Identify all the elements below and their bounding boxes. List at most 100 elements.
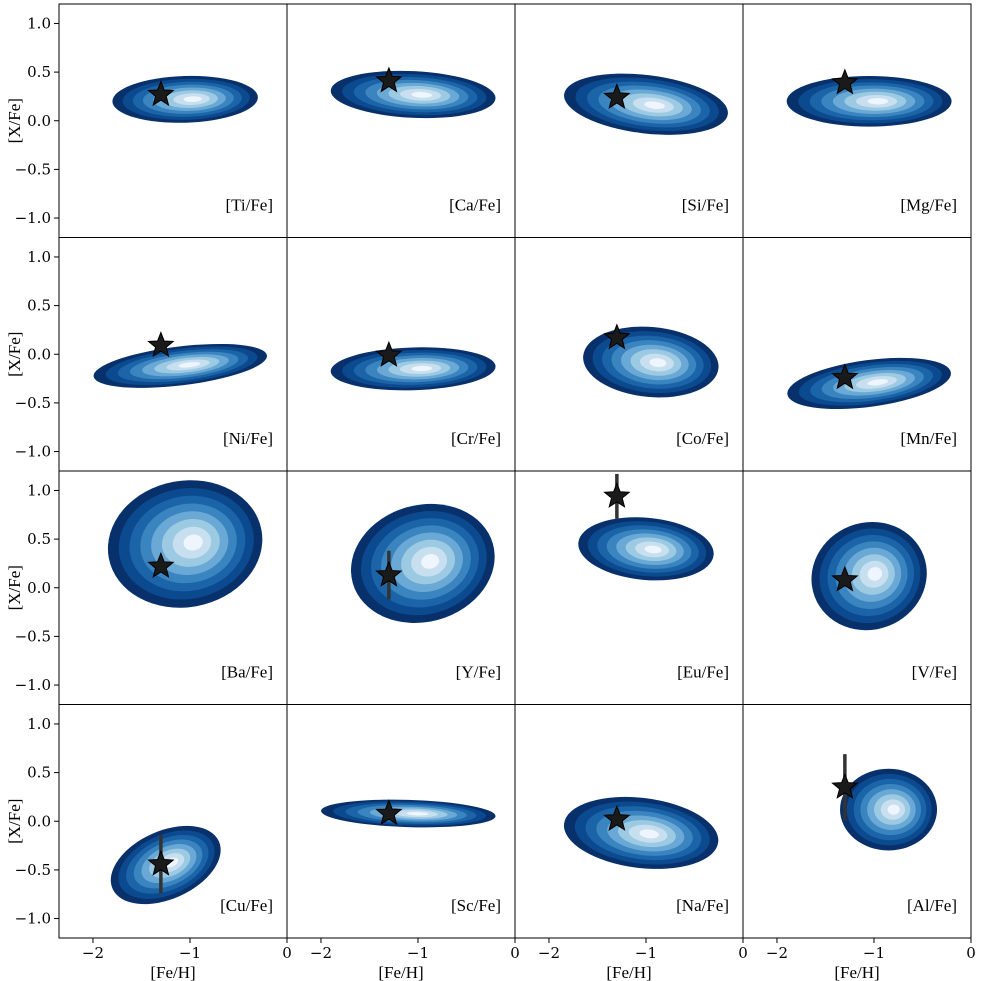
x-axis-label: [Fe/H]: [834, 963, 879, 981]
density-contours: [330, 347, 496, 391]
star-marker: [147, 80, 175, 107]
y-tick-label: 1.0: [27, 14, 51, 32]
contour-level-7: [178, 362, 201, 368]
x-tick-label: 0: [282, 944, 292, 962]
panel-label: [Cr/Fe]: [451, 429, 501, 448]
panel-vfe: [V/Fe]: [742, 470, 972, 705]
panel-tife: [Ti/Fe] 1.0 0.5 0.0 −0.5 −1.0 [X/Fe]: [5, 3, 288, 238]
x-tick-label: −2: [82, 944, 104, 962]
star-marker: [831, 363, 859, 390]
star-marker: [147, 331, 175, 358]
y-tick-label: 1.0: [27, 715, 51, 733]
panel-label: [Mn/Fe]: [900, 429, 957, 448]
x-tick-label: −1: [863, 944, 885, 962]
density-contours: [112, 75, 258, 123]
panel-label: [Co/Fe]: [676, 429, 729, 448]
panel-label: [Na/Fe]: [676, 896, 729, 915]
panel-frame: [742, 704, 972, 939]
contour-level-7: [639, 829, 659, 839]
panel-alfe: [Al/Fe] −2 −1 0 [Fe/H]: [742, 704, 976, 981]
y-tick-label: 1.0: [27, 481, 51, 499]
star-marker: [603, 804, 631, 831]
y-tick-label: −0.5: [15, 160, 51, 178]
panel-nife: [Ni/Fe] 1.0 0.5 0.0 −0.5 −1.0 [X/Fe]: [5, 237, 288, 472]
contour-level-7: [644, 545, 662, 554]
panel-yfe: [Y/Fe]: [286, 470, 516, 705]
density-contours: [583, 326, 719, 398]
density-contours: [330, 70, 496, 119]
density-contours: [786, 75, 952, 127]
panel-bafe: [Ba/Fe] 1.0 0.5 0.0 −0.5 −1.0 [X/Fe]: [5, 470, 288, 705]
panel-cufe: [Cu/Fe] 1.0 0.5 0.0 −0.5 −1.0 [X/Fe] −2 −1 0 [Fe/H…: [5, 704, 292, 981]
panel-label: [Ca/Fe]: [449, 196, 501, 215]
density-contours: [563, 796, 719, 869]
y-axis-label: [X/Fe]: [5, 799, 24, 844]
panel-eufe: [Eu/Fe]: [514, 470, 744, 705]
x-tick-label: −2: [310, 944, 332, 962]
contour-level-7: [421, 553, 440, 569]
y-tick-label: 1.0: [27, 248, 51, 266]
density-contours: [578, 517, 714, 581]
panel-label: [Si/Fe]: [682, 196, 729, 215]
x-tick-label: −1: [407, 944, 429, 962]
y-tick-label: 0.0: [27, 345, 51, 363]
star-marker: [831, 565, 859, 592]
y-tick-label: 0.0: [27, 112, 51, 130]
y-tick-label: 0.5: [27, 297, 51, 315]
y-tick-label: −1.0: [15, 443, 51, 461]
y-tick-label: 0.5: [27, 530, 51, 548]
x-tick-label: 0: [738, 944, 748, 962]
density-contours: [787, 357, 951, 410]
star-marker: [375, 340, 403, 367]
panel-mgfe: [Mg/Fe]: [742, 3, 972, 238]
panel-mnfe: [Mn/Fe]: [742, 237, 972, 472]
star-marker: [603, 323, 631, 350]
x-axis-label: [Fe/H]: [378, 963, 423, 981]
panel-cafe: [Ca/Fe]: [286, 3, 516, 238]
x-tick-label: 0: [510, 944, 520, 962]
x-tick-label: 0: [966, 944, 976, 962]
density-contours: [350, 503, 495, 623]
x-tick-label: −2: [538, 944, 560, 962]
density-contours: [320, 799, 496, 828]
contour-level-7: [411, 91, 433, 98]
star-marker: [603, 481, 631, 508]
y-tick-label: 0.0: [27, 812, 51, 830]
y-tick-label: −1.0: [15, 209, 51, 227]
panel-label: [Ni/Fe]: [223, 429, 273, 448]
x-tick-label: −1: [179, 944, 201, 962]
panel-crfe: [Cr/Fe]: [286, 237, 516, 472]
contour-level-7: [183, 96, 202, 103]
y-axis-label: [X/Fe]: [5, 332, 24, 377]
y-tick-label: −1.0: [15, 910, 51, 928]
contour-level-7: [867, 379, 888, 386]
star-marker: [831, 772, 859, 799]
density-contours: [107, 480, 263, 608]
star-marker: [831, 68, 859, 95]
y-tick-label: 0.0: [27, 579, 51, 597]
density-contours: [811, 521, 927, 631]
panel-nafe: [Na/Fe] −2 −1 0 [Fe/H]: [514, 704, 748, 981]
y-tick-label: −0.5: [15, 861, 51, 879]
contour-level-7: [649, 358, 667, 368]
panel-label: [Ba/Fe]: [221, 663, 273, 682]
panel-scfe: [Sc/Fe] −2 −1 0 [Fe/H]: [286, 704, 520, 981]
panel-label: [Y/Fe]: [456, 663, 501, 682]
panel-cofe: [Co/Fe]: [514, 237, 744, 472]
x-axis-label: [Fe/H]: [150, 963, 195, 981]
star-marker: [147, 849, 175, 876]
density-contours: [840, 768, 938, 851]
panel-label: [Mg/Fe]: [900, 196, 957, 215]
star-marker: [375, 799, 403, 826]
panel-label: [Al/Fe]: [907, 896, 957, 915]
panel-label: [V/Fe]: [912, 663, 957, 682]
y-axis-label: [X/Fe]: [5, 565, 24, 610]
density-contours: [93, 343, 268, 388]
contour-level-7: [411, 365, 433, 372]
y-tick-label: −1.0: [15, 676, 51, 694]
contour-level-7: [406, 812, 429, 816]
panel-label: [Sc/Fe]: [451, 896, 501, 915]
contour-level-7: [644, 101, 665, 110]
contour-level-7: [867, 98, 889, 105]
